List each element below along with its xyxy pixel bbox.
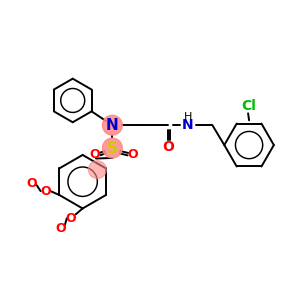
Text: O: O: [26, 177, 37, 190]
Circle shape: [102, 138, 122, 158]
Text: H: H: [184, 112, 192, 122]
Text: N: N: [106, 118, 119, 133]
Circle shape: [88, 161, 106, 178]
Text: O: O: [89, 148, 100, 161]
Text: O: O: [65, 212, 76, 225]
Text: Cl: Cl: [242, 99, 256, 113]
Text: O: O: [56, 222, 66, 235]
Text: O: O: [162, 140, 174, 154]
Text: N: N: [182, 118, 194, 132]
Text: O: O: [128, 148, 139, 161]
Circle shape: [102, 115, 122, 135]
Text: O: O: [40, 184, 51, 198]
Text: S: S: [107, 140, 118, 155]
